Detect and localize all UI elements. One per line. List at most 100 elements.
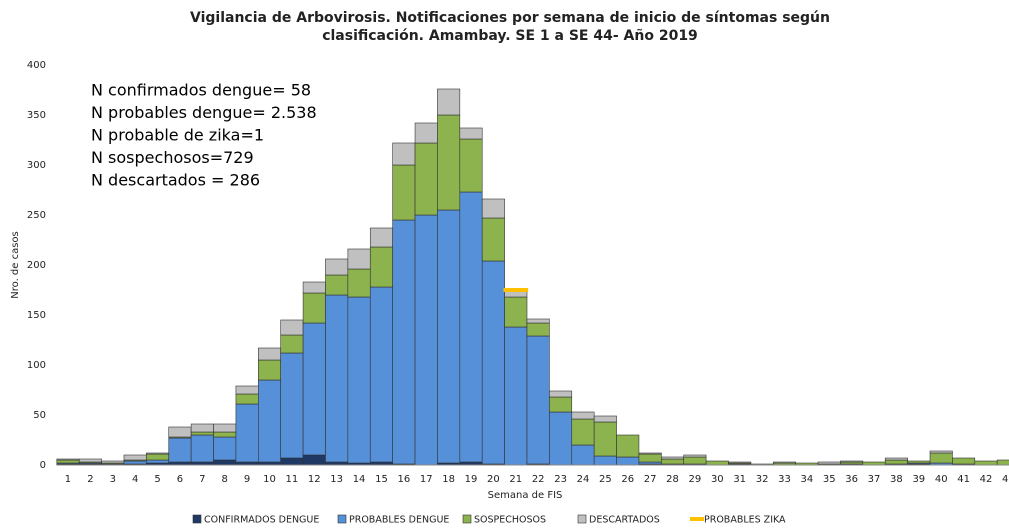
x-tick-label: 38	[890, 474, 903, 485]
bar-segment	[213, 459, 237, 466]
y-tick-label: 100	[27, 360, 46, 371]
x-tick-label: 15	[375, 474, 388, 485]
x-tick-label: 8	[222, 474, 228, 485]
x-tick-label: 22	[532, 474, 545, 485]
bar-segment	[616, 456, 640, 466]
bar-segment	[190, 423, 214, 433]
x-tick-label: 16	[397, 474, 410, 485]
legend-swatch	[192, 514, 202, 524]
bar-segment	[146, 453, 170, 461]
bar-segment	[280, 319, 304, 336]
bar-segment	[929, 450, 953, 454]
bar-segment	[146, 452, 170, 455]
bar-segment	[616, 434, 640, 458]
bar-segment	[414, 142, 438, 216]
bar-segment	[593, 415, 617, 423]
bar-segment	[280, 352, 304, 459]
bar-segment	[526, 318, 550, 324]
y-tick-label: 300	[27, 160, 46, 171]
bar-segment	[974, 460, 998, 466]
bar-segment	[258, 379, 281, 463]
legend-label: DESCARTADOS	[589, 515, 660, 526]
bar-segment	[996, 459, 1009, 466]
x-tick-label: 9	[244, 474, 250, 485]
annotation: N confirmados dengue= 58	[91, 81, 311, 100]
x-tick-label: 41	[957, 474, 970, 485]
bar-segment	[325, 274, 349, 296]
bar-segment	[929, 452, 953, 464]
x-tick-label: 11	[286, 474, 299, 485]
y-tick-label: 400	[27, 60, 46, 71]
bar-segment	[437, 114, 461, 211]
bar-segment	[302, 281, 326, 294]
bar-segment	[369, 246, 393, 288]
bar-segment	[437, 209, 461, 464]
bar-segment	[168, 426, 192, 438]
x-tick-label: 12	[308, 474, 321, 485]
bar-segment	[325, 258, 349, 276]
bar-segment	[213, 423, 237, 433]
annotation: N probables dengue= 2.538	[91, 103, 317, 122]
bar-segment	[347, 268, 371, 298]
x-tick-label: 6	[177, 474, 183, 485]
annotation: N descartados = 286	[91, 171, 260, 190]
x-tick-label: 36	[845, 474, 858, 485]
x-tick-label: 1	[65, 474, 71, 485]
bar-segment	[392, 219, 416, 465]
x-tick-label: 42	[980, 474, 993, 485]
bar-segment	[190, 431, 214, 436]
legend-label: CONFIRMADOS DENGUE	[204, 515, 319, 526]
bar-segment	[459, 138, 483, 193]
x-tick-label: 19	[465, 474, 478, 485]
bar-segment	[369, 286, 393, 463]
x-tick-label: 28	[666, 474, 679, 485]
bar-segment	[593, 421, 617, 457]
bar-segment	[123, 460, 147, 465]
chart-subtitle: clasificación. Amambay. SE 1 a SE 44- Añ…	[322, 28, 698, 44]
bar-segment	[78, 458, 102, 463]
x-tick-label: 3	[110, 474, 116, 485]
x-tick-label: 14	[353, 474, 366, 485]
bar-segment	[549, 390, 573, 398]
bar-segment	[481, 260, 505, 465]
x-tick-label: 33	[778, 474, 791, 485]
bar-segment	[705, 460, 729, 466]
bar-segment	[56, 458, 80, 461]
bar-segment	[302, 292, 326, 324]
bar-segment	[571, 411, 595, 420]
legend-label: PROBABLES DENGUE	[349, 515, 449, 526]
x-tick-label: 25	[599, 474, 612, 485]
bar-segment	[459, 191, 483, 463]
y-tick-label: 50	[33, 410, 46, 421]
bar-segment	[437, 88, 461, 116]
bar-segment	[235, 393, 259, 405]
x-tick-label: 35	[823, 474, 836, 485]
bar-segment	[325, 294, 349, 463]
bar-segment	[481, 198, 505, 219]
bar-segment	[280, 334, 304, 354]
x-tick-label: 13	[330, 474, 343, 485]
bar-segment	[56, 459, 80, 464]
bar-segment	[593, 455, 617, 466]
bar-segment	[302, 322, 326, 456]
x-tick-label: 23	[554, 474, 567, 485]
y-tick-label: 150	[27, 310, 46, 321]
x-tick-label: 39	[912, 474, 925, 485]
bar-segment	[504, 296, 528, 328]
bar-segment	[728, 461, 752, 464]
bar-segment	[549, 411, 573, 466]
bar-segment	[817, 461, 841, 465]
x-tick-label: 26	[621, 474, 634, 485]
bar-segment	[235, 403, 259, 463]
x-tick-label: 2	[87, 474, 93, 485]
bar-segment	[571, 444, 595, 466]
x-tick-label: 34	[800, 474, 813, 485]
bar-segment	[571, 418, 595, 446]
legend-swatch	[337, 514, 347, 524]
bar-segment	[347, 296, 371, 464]
legend-swatch	[577, 514, 587, 524]
bar-segment	[481, 217, 505, 262]
x-tick-label: 7	[199, 474, 205, 485]
